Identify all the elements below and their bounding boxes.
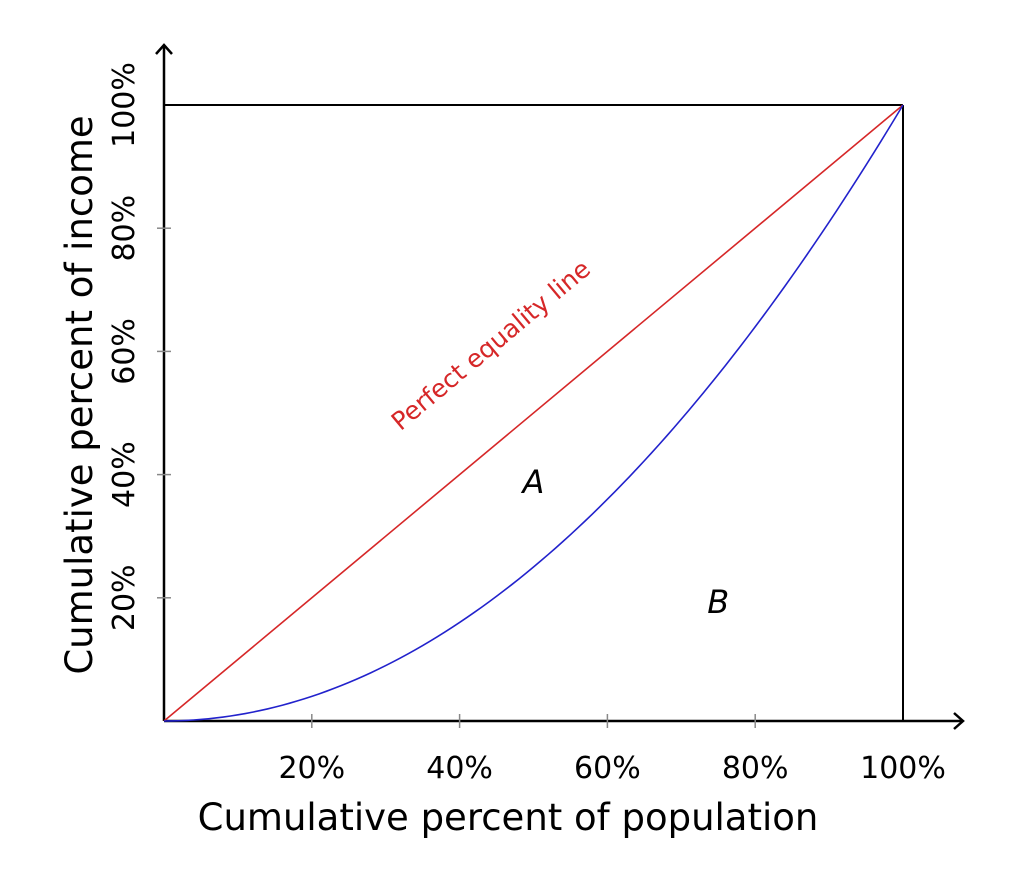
perfect-equality-label: Perfect equality line [386, 254, 596, 436]
x-axis-title: Cumulative percent of population [198, 796, 819, 839]
y-tick-label: 20% [107, 564, 142, 631]
x-tick-label: 100% [860, 751, 946, 786]
y-axis-title: Cumulative percent of income [58, 115, 101, 674]
y-tick-label: 100% [107, 62, 142, 148]
y-tick-label: 40% [107, 441, 142, 508]
y-ticks: 20% 40% 60% 80% 100% [107, 62, 171, 631]
region-a-label: A [521, 463, 545, 501]
x-tick-label: 80% [722, 751, 789, 786]
perfect-equality-line [163, 104, 904, 722]
x-tick-label: 40% [426, 751, 493, 786]
x-tick-label: 20% [278, 751, 345, 786]
y-tick-label: 60% [107, 318, 142, 385]
region-b-label: B [707, 583, 729, 621]
x-tick-label: 60% [574, 751, 641, 786]
y-tick-label: 80% [107, 195, 142, 262]
y-axis-arrowhead [155, 43, 173, 55]
x-ticks: 20% 40% 60% 80% 100% [278, 714, 946, 786]
lorenz-curve [163, 104, 904, 722]
x-axis-arrowhead [953, 712, 965, 730]
